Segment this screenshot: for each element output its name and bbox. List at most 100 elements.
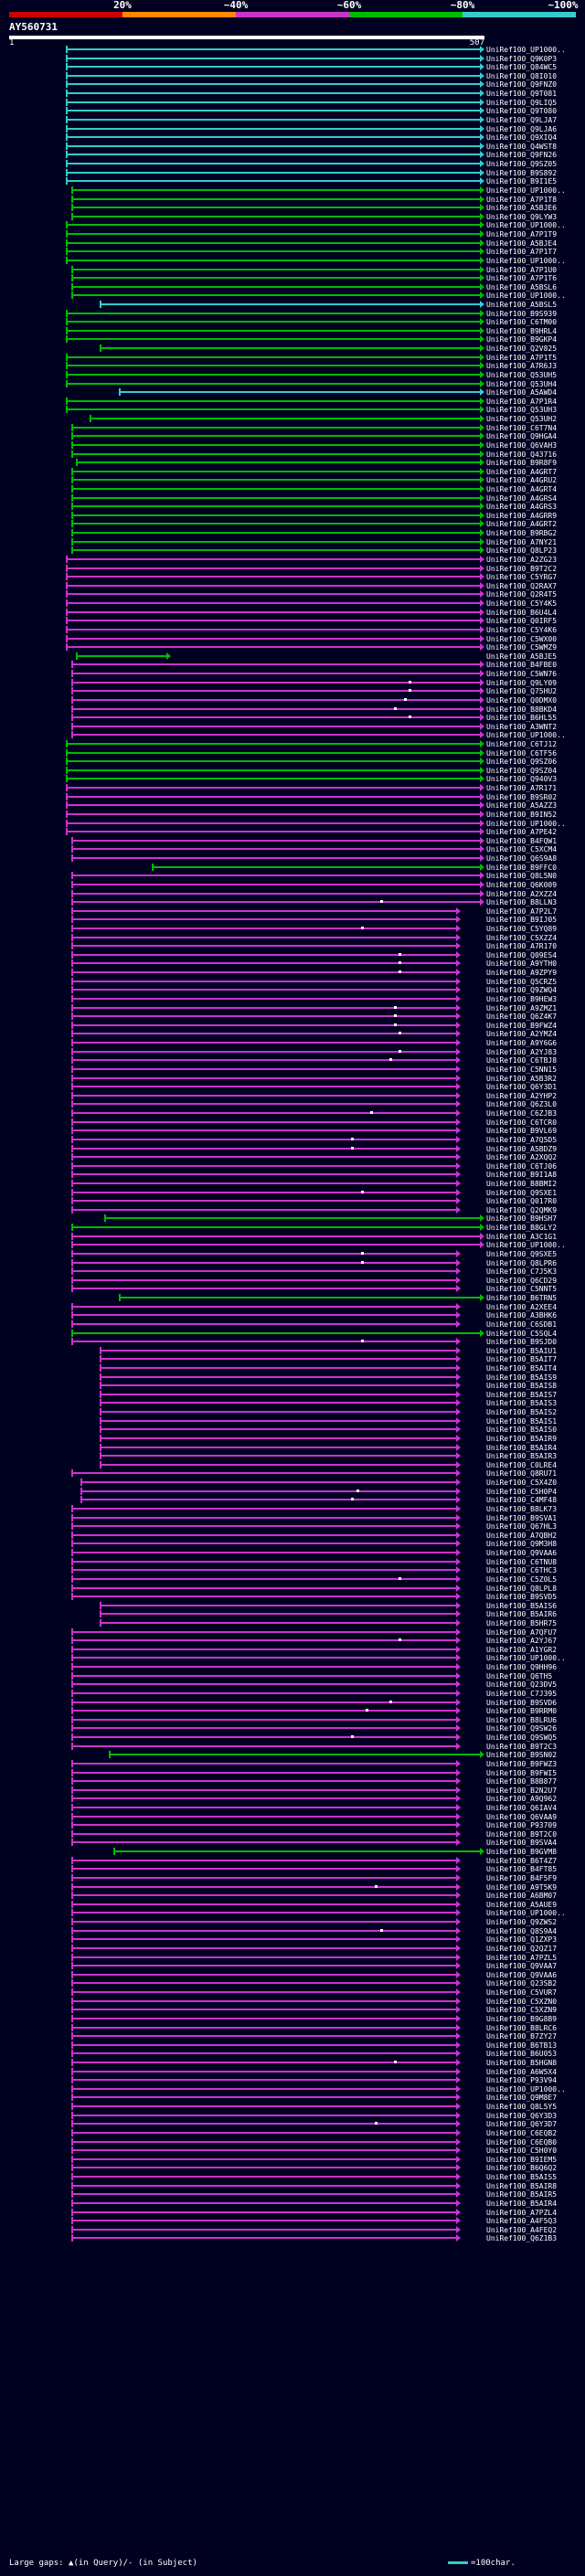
- hit-link[interactable]: UniRef100_Q6VAA9: [486, 1812, 558, 1821]
- alignment-bar[interactable]: [70, 540, 481, 543]
- alignment-bar[interactable]: [66, 118, 481, 121]
- hit-link[interactable]: UniRef100_A5BJE5: [486, 652, 558, 661]
- hit-link[interactable]: UniRef100_B9GVM8: [486, 1848, 558, 1857]
- alignment-bar[interactable]: [70, 1982, 457, 1985]
- alignment-bar[interactable]: [70, 1341, 457, 1343]
- hit-link[interactable]: UniRef100_A7P2L7: [486, 906, 558, 916]
- hit-link[interactable]: UniRef100_Q6Y3D1: [486, 1083, 558, 1092]
- hit-link[interactable]: UniRef100_A7PZL4: [486, 2208, 558, 2217]
- hit-link[interactable]: UniRef100_A7P1T6: [486, 274, 558, 283]
- alignment-bar[interactable]: [66, 57, 481, 59]
- alignment-bar[interactable]: [70, 1701, 457, 1703]
- hit-link[interactable]: UniRef100_A6BM07: [486, 1892, 558, 1901]
- alignment-bar[interactable]: [99, 1349, 457, 1352]
- alignment-bar[interactable]: [70, 1270, 457, 1273]
- hit-link[interactable]: UniRef100_B5AIS0: [486, 1426, 558, 1435]
- hit-link[interactable]: UniRef100_B9IN52: [486, 810, 558, 819]
- alignment-bar[interactable]: [99, 1455, 457, 1458]
- hit-link[interactable]: UniRef100_C6T7N4: [486, 423, 558, 432]
- hit-link[interactable]: UniRef100_C5YRG7: [486, 573, 558, 582]
- alignment-bar[interactable]: [70, 1762, 457, 1765]
- alignment-bar[interactable]: [70, 1050, 457, 1053]
- alignment-bar[interactable]: [70, 2123, 457, 2125]
- hit-link[interactable]: UniRef100_A9Y6G6: [486, 1039, 558, 1048]
- alignment-bar[interactable]: [66, 769, 481, 771]
- alignment-bar[interactable]: [70, 725, 481, 727]
- alignment-bar[interactable]: [70, 1015, 457, 1018]
- alignment-bar[interactable]: [99, 1428, 457, 1431]
- hit-link[interactable]: UniRef100_Q53UH5: [486, 370, 558, 379]
- alignment-bar[interactable]: [80, 1499, 457, 1501]
- alignment-bar[interactable]: [70, 839, 481, 842]
- hit-link[interactable]: UniRef100_A9YTH0: [486, 959, 558, 969]
- hit-link[interactable]: UniRef100_Q8S9A4: [486, 1926, 558, 1935]
- alignment-bar[interactable]: [70, 1973, 457, 1976]
- alignment-bar[interactable]: [66, 127, 481, 130]
- hit-link[interactable]: UniRef100_A7P1T8: [486, 195, 558, 204]
- alignment-bar[interactable]: [70, 197, 481, 200]
- hit-link[interactable]: UniRef100_Q6VAH3: [486, 440, 558, 450]
- hit-link[interactable]: UniRef100_Q9LIQ5: [486, 98, 558, 107]
- alignment-bar[interactable]: [66, 312, 481, 314]
- alignment-bar[interactable]: [66, 83, 481, 86]
- alignment-bar[interactable]: [70, 883, 481, 885]
- hit-link[interactable]: UniRef100_C7J395: [486, 1689, 558, 1698]
- alignment-bar[interactable]: [70, 443, 481, 446]
- hit-link[interactable]: UniRef100_B9I1E5: [486, 177, 558, 186]
- hit-link[interactable]: UniRef100_A7R171: [486, 784, 558, 793]
- alignment-bar[interactable]: [70, 285, 481, 288]
- hit-link[interactable]: UniRef100_UP1000..: [486, 256, 566, 265]
- hit-link[interactable]: UniRef100_Q6CD29: [486, 1276, 558, 1285]
- alignment-bar[interactable]: [66, 92, 481, 95]
- hit-link[interactable]: UniRef100_A5B3R2: [486, 1074, 558, 1083]
- alignment-bar[interactable]: [70, 1533, 457, 1536]
- hit-link[interactable]: UniRef100_B5AIS3: [486, 1399, 558, 1408]
- alignment-bar[interactable]: [70, 294, 481, 297]
- hit-link[interactable]: UniRef100_A9T5K9: [486, 1882, 558, 1892]
- hit-link[interactable]: UniRef100_Q6IAV4: [486, 1804, 558, 1812]
- alignment-bar[interactable]: [75, 461, 481, 464]
- hit-link[interactable]: UniRef100_Q53UH3: [486, 406, 558, 415]
- alignment-bar[interactable]: [99, 1436, 457, 1439]
- hit-link[interactable]: UniRef100_Q9LYW3: [486, 212, 558, 221]
- hit-link[interactable]: UniRef100_B5AIR8: [486, 2181, 558, 2190]
- hit-link[interactable]: UniRef100_C5Y4K5: [486, 599, 558, 609]
- alignment-bar[interactable]: [66, 637, 481, 640]
- hit-link[interactable]: UniRef100_Q9HGA4: [486, 432, 558, 441]
- alignment-bar[interactable]: [70, 2079, 457, 2082]
- alignment-bar[interactable]: [70, 1674, 457, 1677]
- hit-link[interactable]: UniRef100_B9T2C3: [486, 1742, 558, 1751]
- alignment-bar[interactable]: [70, 1129, 457, 1132]
- alignment-bar[interactable]: [70, 892, 481, 895]
- hit-link[interactable]: UniRef100_B5AIR3: [486, 1452, 558, 1461]
- hit-link[interactable]: UniRef100_Q5CRZ5: [486, 977, 558, 986]
- alignment-bar[interactable]: [66, 154, 481, 156]
- alignment-bar[interactable]: [99, 1402, 457, 1405]
- hit-link[interactable]: UniRef100_A7PZL5: [486, 1953, 558, 1962]
- alignment-bar[interactable]: [70, 1006, 457, 1009]
- alignment-bar[interactable]: [70, 1322, 457, 1325]
- alignment-bar[interactable]: [66, 233, 481, 236]
- hit-link[interactable]: UniRef100_Q09ES4: [486, 950, 558, 959]
- hit-link[interactable]: UniRef100_B5AIS7: [486, 1390, 558, 1399]
- hit-link[interactable]: UniRef100_B8BKD4: [486, 705, 558, 714]
- hit-link[interactable]: UniRef100_Q9SZ04: [486, 766, 558, 775]
- hit-link[interactable]: UniRef100_C5NN15: [486, 1065, 558, 1074]
- alignment-bar[interactable]: [70, 936, 457, 938]
- alignment-bar[interactable]: [70, 452, 481, 455]
- alignment-bar[interactable]: [66, 171, 481, 174]
- hit-link[interactable]: UniRef100_B9RRM0: [486, 1707, 558, 1716]
- hit-link[interactable]: UniRef100_UP1000..: [486, 221, 566, 230]
- hit-link[interactable]: UniRef100_Q75HU2: [486, 687, 558, 696]
- hit-link[interactable]: UniRef100_B9FFC0: [486, 863, 558, 872]
- alignment-bar[interactable]: [66, 408, 481, 411]
- hit-link[interactable]: UniRef100_Q9VAA7: [486, 1962, 558, 1971]
- alignment-bar[interactable]: [118, 1297, 481, 1299]
- alignment-bar[interactable]: [70, 523, 481, 525]
- hit-link[interactable]: UniRef100_Q9M3H8: [486, 1540, 558, 1549]
- hit-link[interactable]: UniRef100_B9RBG2: [486, 529, 558, 538]
- hit-link[interactable]: UniRef100_B4FQW1: [486, 836, 558, 845]
- alignment-bar[interactable]: [70, 953, 457, 956]
- hit-link[interactable]: UniRef100_B9HRL4: [486, 326, 558, 335]
- hit-link[interactable]: UniRef100_C5H0Y0: [486, 2147, 558, 2156]
